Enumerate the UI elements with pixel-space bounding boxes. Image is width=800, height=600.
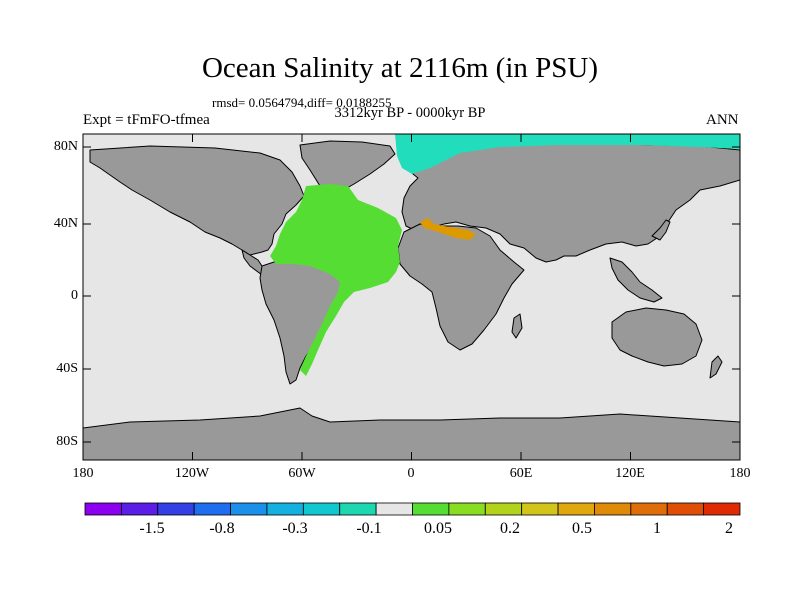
colorbar-swatch xyxy=(521,502,559,516)
land-australia xyxy=(611,307,703,367)
colorbar-swatch xyxy=(412,502,450,516)
period-subtitle: 3312kyr BP - 0000kyr BP xyxy=(334,105,486,121)
colorbar-label: 0.5 xyxy=(572,520,592,537)
colorbar-swatch xyxy=(302,502,341,516)
land-africa xyxy=(397,223,525,351)
land-greenland xyxy=(299,140,396,199)
colorbar-label: -1.5 xyxy=(139,520,165,537)
experiment-label: Expt = tFmFO-tfmea xyxy=(83,112,210,128)
land-masses xyxy=(83,140,740,460)
colorbar-swatch xyxy=(375,502,413,516)
salinity-anomaly-fills xyxy=(270,134,740,376)
colorbar-swatch xyxy=(230,502,268,516)
lat-tick-label: 0 xyxy=(71,288,78,303)
lon-tick-label: 60W xyxy=(288,466,316,481)
colorbar-swatch xyxy=(84,502,122,516)
lat-tick-label: 40S xyxy=(56,361,78,376)
lat-tick-label: 80S xyxy=(56,434,78,449)
season-label: ANN xyxy=(706,112,739,128)
land-north-america xyxy=(89,145,305,256)
colorbar-label: -0.3 xyxy=(282,520,308,537)
lat-tick-label: 40N xyxy=(53,216,78,231)
lat-tick-label: 80N xyxy=(53,139,78,154)
colorbar-swatch xyxy=(557,502,595,516)
colorbar-swatch xyxy=(630,502,668,516)
stats-subtitle: rmsd= 0.0564794,diff= 0.0188255 xyxy=(212,95,392,110)
colorbar-label: -0.1 xyxy=(356,520,382,537)
lon-tick-label: 180 xyxy=(72,466,94,481)
arctic-negative-anomaly xyxy=(395,134,740,174)
colorbar-swatch xyxy=(484,502,523,516)
land-southeast-asia xyxy=(609,257,663,303)
atlantic-positive-anomaly xyxy=(270,184,402,376)
lon-tick-label: 120E xyxy=(615,466,645,481)
land-new-zealand xyxy=(709,355,723,379)
lon-tick-label: 0 xyxy=(407,466,415,481)
colorbar-label: 1 xyxy=(653,520,661,537)
colorbar-swatch xyxy=(193,502,231,516)
colorbar-label: 0.2 xyxy=(500,520,520,537)
colorbar-swatch xyxy=(594,502,632,516)
lon-tick-label: 120W xyxy=(174,466,210,481)
land-japan xyxy=(651,219,671,241)
land-eurasia xyxy=(399,141,740,263)
land-madagascar xyxy=(511,313,523,339)
colorbar xyxy=(84,502,741,516)
colorbar-swatch xyxy=(703,502,741,516)
colorbar-swatch xyxy=(120,502,159,516)
chart-title: Ocean Salinity at 2116m (in PSU) xyxy=(201,52,599,84)
colorbar-swatch xyxy=(339,502,377,516)
lon-tick-label: 180 xyxy=(729,466,751,481)
mediterranean-anomaly xyxy=(420,218,476,240)
colorbar-swatch xyxy=(666,502,705,516)
colorbar-label: -0.8 xyxy=(209,520,235,537)
colorbar-label: 0.05 xyxy=(424,520,452,537)
colorbar-swatch xyxy=(157,502,195,516)
colorbar-swatch xyxy=(266,502,304,516)
lon-tick-label: 60E xyxy=(509,466,533,481)
axis-ticks xyxy=(82,134,741,460)
colorbar-swatch xyxy=(448,502,486,516)
colorbar-label: 2 xyxy=(725,520,733,537)
land-antarctica xyxy=(83,407,740,460)
